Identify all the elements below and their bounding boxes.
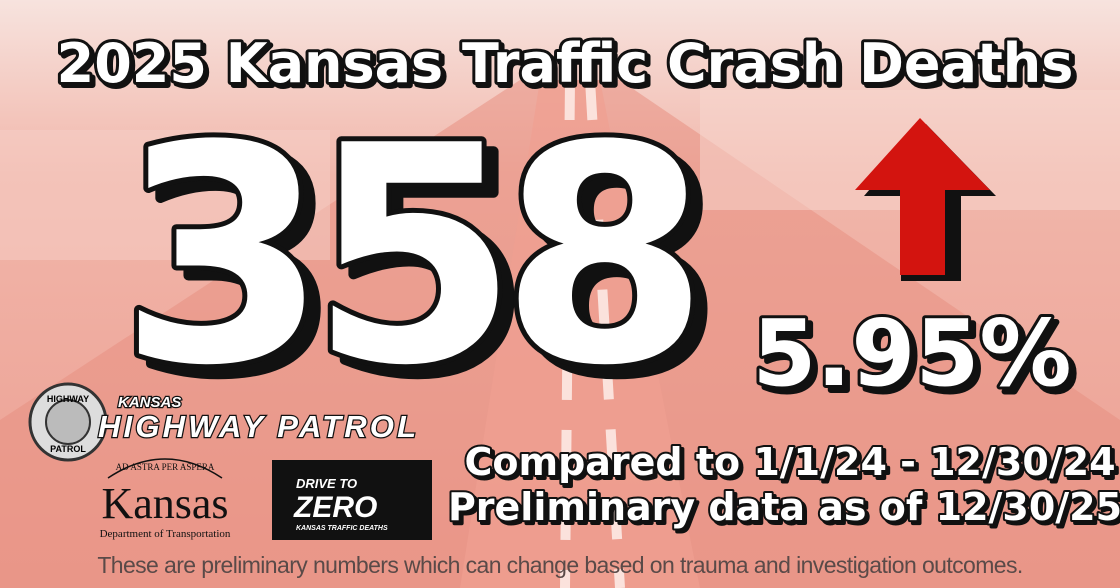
infographic: 2025 Kansas Traffic Crash Deaths 358 5.9… <box>0 0 1120 588</box>
badge-text: HIGHWAY <box>47 394 89 404</box>
kdot-name: Kansas <box>101 479 228 528</box>
deaths-number: 358 <box>119 82 693 431</box>
change-percent: 5.95% <box>752 300 1071 407</box>
compared-text: Compared to 1/1/24 - 12/30/24 <box>464 440 1115 484</box>
dtz-sub: KANSAS TRAFFIC DEATHS <box>296 525 388 532</box>
badge-seal <box>46 400 90 444</box>
footer-note: These are preliminary numbers which can … <box>97 552 1022 578</box>
dtz-top: DRIVE TO <box>296 476 357 491</box>
badge-text: PATROL <box>50 444 86 454</box>
page: {"header": {"title": "2025 Kansas Traffi… <box>0 0 1120 588</box>
preliminary-text: Preliminary data as of 12/30/25 <box>448 485 1120 529</box>
dtz-main: ZERO <box>293 491 377 524</box>
kdot-motto: AD ASTRA PER ASPERA <box>116 462 215 472</box>
kdot-sub: Department of Transportation <box>100 528 231 540</box>
